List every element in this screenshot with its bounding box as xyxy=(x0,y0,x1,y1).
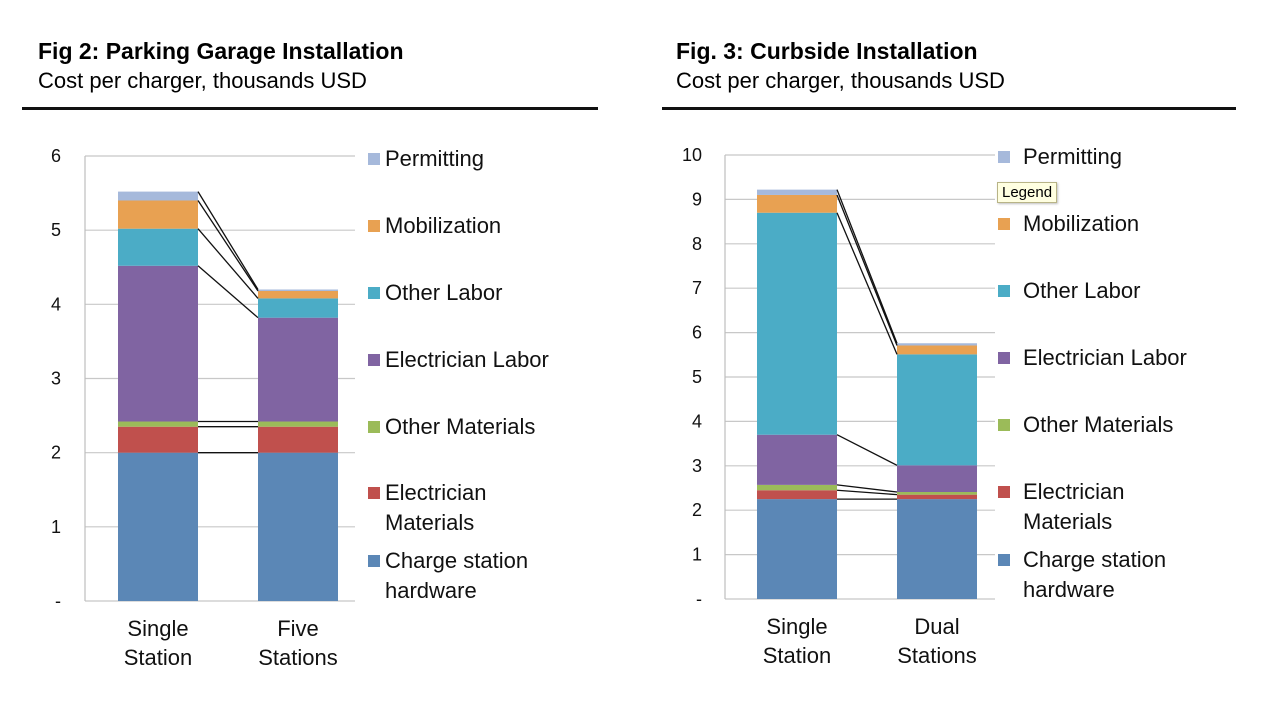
x-category-label: Single Station xyxy=(124,616,193,670)
legend-label-charge-station-hardware: Charge station hardware xyxy=(1023,547,1166,602)
y-tick-label: 9 xyxy=(692,189,702,209)
chart-subtitle: Cost per charger, thousands USD xyxy=(676,68,1005,93)
legend-label-other-materials: Other Materials xyxy=(385,414,535,439)
y-tick-label: 6 xyxy=(51,146,61,166)
chart-title: Fig 2: Parking Garage Installation xyxy=(38,38,404,64)
y-tick-label: 5 xyxy=(692,367,702,387)
bar-segment-electrician-materials xyxy=(258,426,338,453)
bar-segment-mobilization xyxy=(757,194,837,213)
bar-segment-charge-station-hardware xyxy=(118,452,198,601)
x-category-label: Five Stations xyxy=(258,616,338,670)
legend-label-electrician-materials: Electrician Materials xyxy=(385,480,486,535)
y-tick-label: - xyxy=(55,591,61,611)
connector-line xyxy=(836,489,898,496)
chart-subtitle: Cost per charger, thousands USD xyxy=(38,68,367,93)
y-tick-label: 3 xyxy=(692,456,702,476)
bar-segment-other-materials xyxy=(897,491,977,495)
legend-swatch-other-labor xyxy=(368,287,380,299)
bar-segment-mobilization xyxy=(258,290,338,299)
legend-label-mobilization: Mobilization xyxy=(385,213,501,238)
connector-line xyxy=(836,434,898,466)
bar-segment-electrician-labor xyxy=(757,434,837,485)
legend-label-charge-station-hardware: Charge station hardware xyxy=(385,548,528,603)
bar-segment-charge-station-hardware xyxy=(757,499,837,599)
legend-label-other-labor: Other Labor xyxy=(385,280,502,305)
y-tick-label: 10 xyxy=(682,145,702,165)
bar-segment-other-materials xyxy=(757,484,837,491)
bar-segment-other-labor xyxy=(897,354,977,466)
legend-swatch-mobilization xyxy=(368,220,380,232)
bar-segment-electrician-labor xyxy=(258,317,338,422)
bar-segment-other-labor xyxy=(118,228,198,266)
y-tick-label: - xyxy=(696,589,702,609)
connector-line xyxy=(836,484,898,493)
legend-label-permitting: Permitting xyxy=(1023,144,1122,169)
bar-segment-permitting xyxy=(757,189,837,195)
title-rule xyxy=(662,107,1236,110)
legend-swatch-charge-station-hardware xyxy=(368,555,380,567)
bar-segment-other-materials xyxy=(258,421,338,427)
connector-line xyxy=(197,200,259,292)
legend-swatch-other-materials xyxy=(998,419,1010,431)
title-rule xyxy=(22,107,598,110)
legend-label-other-labor: Other Labor xyxy=(1023,278,1140,303)
bar-segment-electrician-materials xyxy=(757,490,837,500)
legend-label-mobilization: Mobilization xyxy=(1023,211,1139,236)
bar-segment-charge-station-hardware xyxy=(258,452,338,601)
figure-3-panel: Fig. 3: Curbside Installation Cost per c… xyxy=(640,0,1280,720)
bar-segment-mobilization xyxy=(897,345,977,355)
legend-label-permitting: Permitting xyxy=(385,146,484,171)
x-category-label: Single Station xyxy=(763,614,832,668)
legend-swatch-other-labor xyxy=(998,285,1010,297)
y-tick-label: 6 xyxy=(692,323,702,343)
y-tick-label: 2 xyxy=(51,443,61,463)
legend-swatch-electrician-labor xyxy=(998,352,1010,364)
y-tick-label: 7 xyxy=(692,278,702,298)
connector-line xyxy=(836,194,898,346)
legend-swatch-mobilization xyxy=(998,218,1010,230)
y-tick-label: 1 xyxy=(692,545,702,565)
bar-segment-electrician-materials xyxy=(118,426,198,453)
legend-swatch-electrician-materials xyxy=(368,487,380,499)
figure-2-panel: Fig 2: Parking Garage Installation Cost … xyxy=(22,38,598,670)
legend-label-electrician-labor: Electrician Labor xyxy=(1023,345,1187,370)
connector-line xyxy=(836,189,898,344)
legend-swatch-other-materials xyxy=(368,421,380,433)
bar-segment-electrician-materials xyxy=(897,494,977,500)
x-category-label: Dual Stations xyxy=(897,614,977,668)
legend-swatch-permitting xyxy=(368,153,380,165)
connector-line xyxy=(197,228,259,299)
bar-segment-other-labor xyxy=(258,298,338,318)
connector-line xyxy=(197,191,259,290)
parking-garage-chart: - 1 2 3 4 5 6 Single Station Five Stations Permitti… xyxy=(51,146,549,670)
legend-label-electrician-labor: Electrician Labor xyxy=(385,347,549,372)
bar-segment-mobilization xyxy=(118,200,198,229)
legend-swatch-permitting xyxy=(998,151,1010,163)
legend-swatch-charge-station-hardware xyxy=(998,554,1010,566)
bar-segment-electrician-labor xyxy=(118,265,198,422)
bar-segment-permitting xyxy=(258,289,338,291)
y-tick-label: 8 xyxy=(692,234,702,254)
y-tick-label: 5 xyxy=(51,220,61,240)
bar-segment-electrician-labor xyxy=(897,465,977,492)
y-tick-label: 2 xyxy=(692,500,702,520)
bar-segment-permitting xyxy=(118,191,198,201)
legend-tooltip: Legend xyxy=(997,182,1058,203)
legend-label-other-materials: Other Materials xyxy=(1023,412,1173,437)
bar-segment-other-materials xyxy=(118,421,198,427)
connector-line xyxy=(836,212,898,355)
y-tick-label: 4 xyxy=(692,411,702,431)
legend-swatch-electrician-labor xyxy=(368,354,380,366)
connector-line xyxy=(197,265,259,319)
y-tick-label: 4 xyxy=(51,294,61,314)
legend-swatch-electrician-materials xyxy=(998,486,1010,498)
bar-segment-permitting xyxy=(897,343,977,346)
bar-segment-other-labor xyxy=(757,212,837,435)
bar-segment-charge-station-hardware xyxy=(897,499,977,599)
legend-label-electrician-materials: Electrician Materials xyxy=(1023,479,1124,534)
y-tick-label: 3 xyxy=(51,369,61,389)
y-tick-label: 1 xyxy=(51,517,61,537)
chart-title: Fig. 3: Curbside Installation xyxy=(676,38,978,64)
curbside-chart: - 1 2 3 4 5 6 7 8 9 10 Single Station Dual Stations Per… xyxy=(682,144,1187,668)
